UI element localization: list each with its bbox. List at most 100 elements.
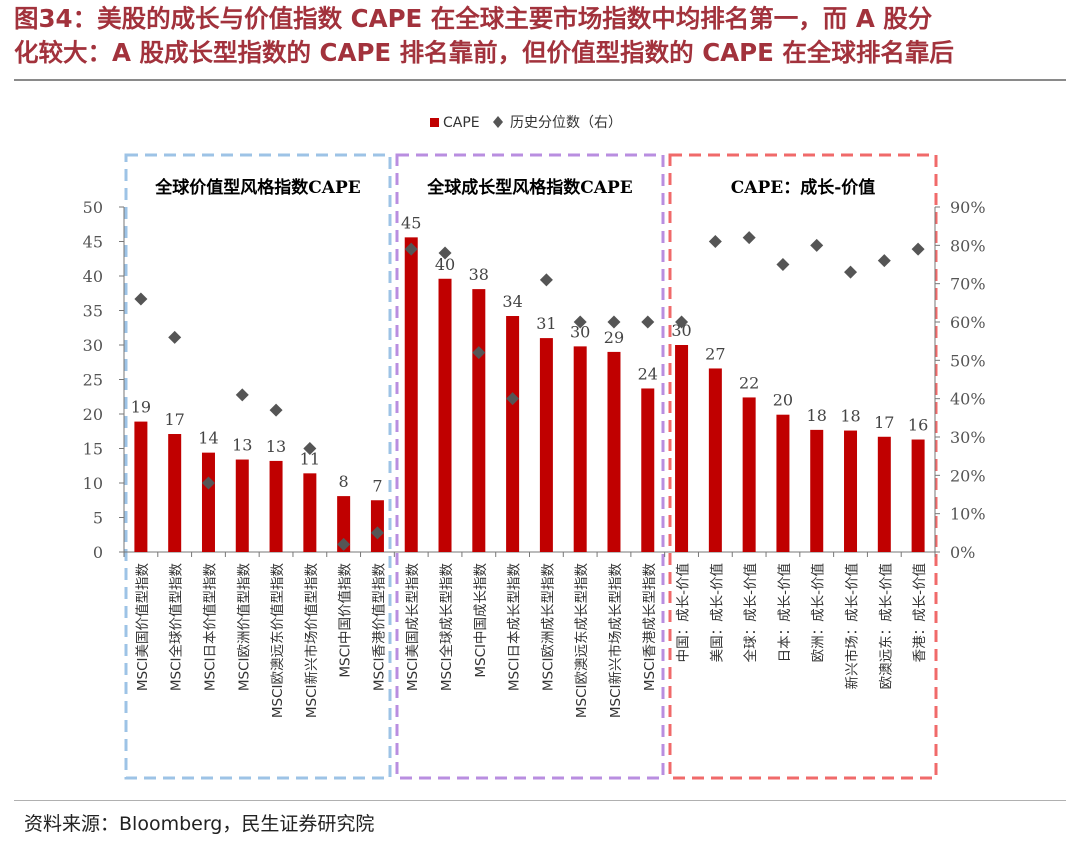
cape-bar (168, 434, 182, 552)
left-tick-label: 15 (83, 440, 103, 459)
cape-data-label: 27 (705, 344, 725, 363)
category-label: 日本：成长-价值 (777, 563, 793, 662)
left-tick-label: 5 (93, 509, 103, 528)
percentile-marker (201, 476, 215, 490)
left-tick-label: 25 (83, 371, 103, 390)
left-tick-label: 50 (83, 198, 103, 217)
group-label-3: CAPE：成长-价值 (731, 177, 876, 198)
cape-bar (641, 388, 655, 552)
percentile-marker (438, 246, 452, 260)
cape-data-label: 29 (604, 328, 624, 347)
legend-cape-label: CAPE (443, 115, 480, 131)
percentile-marker (742, 231, 756, 245)
left-tick-label: 40 (83, 267, 103, 286)
cape-data-label: 7 (372, 476, 382, 495)
percentile-marker (168, 330, 182, 344)
cape-data-label: 22 (739, 373, 759, 392)
category-label: MSCI全球价值型指数 (168, 563, 185, 692)
percentile-marker (134, 292, 148, 306)
category-label: MSCI日本价值型指数 (202, 563, 218, 692)
percentile-marker (269, 403, 283, 417)
cape-bar (810, 429, 824, 552)
title-line-2: 化较大：A 股成长型指数的 CAPE 排名靠前，但价值型指数的 CAPE 在全球… (14, 38, 954, 67)
percentile-marker (607, 315, 621, 329)
category-label: MSCI日本成长型指数 (507, 563, 523, 692)
percentile-marker (539, 273, 553, 287)
cape-bar (742, 397, 756, 552)
percentile-marker (573, 315, 587, 329)
category-label: MSCI欧洲价值型指数 (236, 563, 252, 692)
left-tick-label: 0 (93, 543, 103, 562)
category-label: MSCI全球成长型指数 (438, 563, 455, 692)
left-tick-label: 45 (83, 233, 103, 252)
cape-data-label: 18 (840, 407, 860, 426)
cape-bar (776, 414, 790, 552)
title-divider (14, 79, 1066, 81)
category-label: MSCI美国成长型指数 (405, 563, 421, 692)
right-tick-label: 10% (950, 505, 986, 524)
percentile-marker (810, 238, 824, 252)
percentile-marker (708, 235, 722, 248)
cape-bar (370, 500, 384, 552)
cape-data-label: 20 (773, 391, 793, 410)
right-tick-label: 70% (950, 275, 986, 294)
cape-bar (539, 338, 553, 552)
cape-data-label: 13 (232, 436, 252, 455)
category-label: 中国：成长-价值 (676, 563, 692, 662)
cape-bar (269, 460, 283, 552)
cape-bar (911, 439, 925, 552)
left-tick-label: 30 (83, 336, 103, 355)
cape-bar (303, 473, 317, 552)
cape-bar (472, 289, 486, 552)
group-label-2: 全球成长型风格指数CAPE (426, 177, 633, 198)
cape-data-label: 40 (435, 255, 455, 274)
percentile-marker (404, 242, 418, 256)
cape-bar (404, 237, 418, 553)
cape-data-label: 13 (266, 437, 286, 456)
right-tick-label: 80% (950, 236, 986, 255)
cape-bar (201, 452, 215, 552)
cape-data-label: 18 (807, 406, 827, 425)
cape-data-label: 24 (638, 364, 658, 383)
cape-data-label: 31 (536, 314, 556, 333)
title-line-1: 图34：美股的成长与价值指数 CAPE 在全球主要市场指数中均排名第一，而 A … (14, 4, 933, 33)
legend-cape-swatch (430, 118, 439, 127)
percentile-marker (776, 258, 790, 271)
percentile-marker (472, 346, 486, 360)
category-label: MSCI新兴市场价值型指数 (303, 563, 320, 719)
category-label: 香港：成长-价值 (912, 563, 928, 662)
category-label: MSCI欧澳远东价值型指数 (270, 563, 286, 719)
source-note: 资料来源：Bloomberg，民生证券研究院 (24, 813, 375, 835)
percentile-marker (370, 526, 384, 540)
left-tick-label: 35 (83, 302, 103, 321)
group-box-3 (668, 153, 938, 780)
cape-bar (844, 430, 858, 552)
chart-title: 图34：美股的成长与价值指数 CAPE 在全球主要市场指数中均排名第一，而 A … (14, 2, 1070, 70)
cape-bar (877, 436, 891, 552)
group-box-2 (395, 153, 665, 780)
category-label: MSCI新兴市场成长型指数 (607, 563, 624, 719)
percentile-marker (506, 392, 520, 406)
cape-bar (235, 459, 249, 552)
cape-bar (675, 345, 689, 552)
cape-data-label: 38 (469, 265, 489, 284)
percentile-marker (675, 315, 689, 329)
cape-data-label: 17 (874, 413, 894, 432)
category-label: 美国：成长-价值 (709, 563, 725, 662)
cape-bar (506, 316, 520, 552)
group-box-1 (124, 153, 392, 780)
percentile-marker (303, 442, 317, 455)
right-tick-label: 60% (950, 313, 986, 332)
right-tick-label: 20% (950, 466, 986, 485)
cape-bar (337, 496, 351, 552)
cape-bar (573, 346, 587, 552)
cape-chart: CAPE 历史分位数（右） 全球价值型风格指数CAPE 全球成长型风格指数CAPE CA… (83, 115, 986, 780)
cape-bar (438, 278, 452, 552)
cape-data-label: 11 (300, 449, 320, 468)
category-label: MSCI中国价值指数 (338, 563, 354, 678)
category-label: 全球：成长-价值 (742, 563, 759, 662)
percentile-marker (877, 254, 891, 268)
group-label-1: 全球价值型风格指数CAPE (154, 177, 361, 198)
cape-data-label: 30 (570, 322, 590, 341)
cape-data-label: 34 (502, 292, 522, 311)
